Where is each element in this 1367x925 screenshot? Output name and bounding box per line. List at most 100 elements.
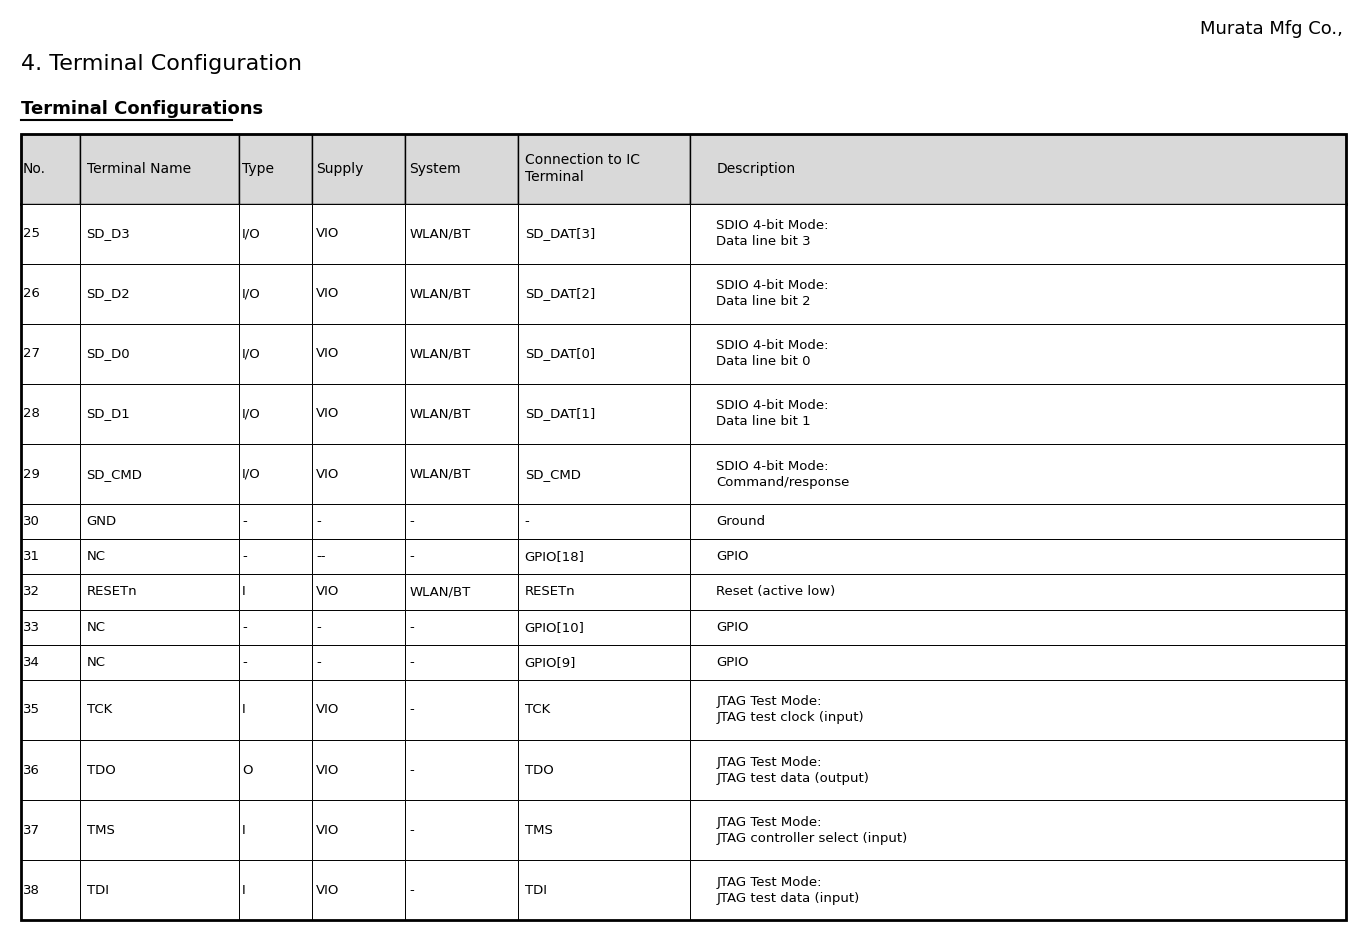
Text: -: -: [316, 656, 321, 669]
Text: SD_CMD: SD_CMD: [86, 467, 142, 481]
Text: System: System: [410, 162, 461, 176]
Text: WLAN/BT: WLAN/BT: [410, 287, 470, 301]
Text: GPIO[9]: GPIO[9]: [525, 656, 576, 669]
Text: WLAN/BT: WLAN/BT: [410, 407, 470, 421]
Text: No.: No.: [23, 162, 46, 176]
Text: GPIO[10]: GPIO[10]: [525, 621, 585, 634]
Text: 37: 37: [23, 823, 40, 837]
Text: VIO: VIO: [316, 407, 339, 421]
Text: 27: 27: [23, 347, 40, 361]
Text: SDIO 4-bit Mode:
Data line bit 1: SDIO 4-bit Mode: Data line bit 1: [716, 400, 828, 428]
Text: WLAN/BT: WLAN/BT: [410, 227, 470, 240]
Text: -: -: [242, 621, 247, 634]
Text: SD_D2: SD_D2: [86, 287, 130, 301]
Text: -: -: [525, 515, 529, 528]
Text: TDO: TDO: [525, 763, 554, 777]
Text: RESETn: RESETn: [86, 586, 137, 598]
Text: SD_DAT[0]: SD_DAT[0]: [525, 347, 595, 361]
Text: TCK: TCK: [86, 703, 112, 717]
Text: I: I: [242, 823, 246, 837]
Text: GPIO: GPIO: [716, 550, 749, 563]
Text: NC: NC: [86, 621, 105, 634]
Text: TMS: TMS: [525, 823, 552, 837]
Text: Type: Type: [242, 162, 275, 176]
Text: 35: 35: [23, 703, 40, 717]
Text: I/O: I/O: [242, 467, 261, 481]
Text: GPIO: GPIO: [716, 621, 749, 634]
Text: -: -: [410, 550, 414, 563]
Text: 29: 29: [23, 467, 40, 481]
Text: SDIO 4-bit Mode:
Data line bit 2: SDIO 4-bit Mode: Data line bit 2: [716, 279, 828, 308]
Text: 38: 38: [23, 883, 40, 897]
Text: VIO: VIO: [316, 703, 339, 717]
Text: WLAN/BT: WLAN/BT: [410, 467, 470, 481]
Text: VIO: VIO: [316, 347, 339, 361]
Text: O: O: [242, 763, 253, 777]
Text: 4. Terminal Configuration: 4. Terminal Configuration: [21, 54, 302, 74]
Text: TDO: TDO: [86, 763, 115, 777]
Text: I/O: I/O: [242, 407, 261, 421]
Text: -: -: [410, 703, 414, 717]
Text: RESETn: RESETn: [525, 586, 576, 598]
Text: -: -: [410, 823, 414, 837]
Text: SDIO 4-bit Mode:
Command/response: SDIO 4-bit Mode: Command/response: [716, 460, 850, 488]
Text: -: -: [242, 656, 247, 669]
Text: -: -: [410, 515, 414, 528]
Text: TDI: TDI: [525, 883, 547, 897]
Text: GPIO: GPIO: [716, 656, 749, 669]
Text: 33: 33: [23, 621, 40, 634]
Text: GND: GND: [86, 515, 116, 528]
Text: VIO: VIO: [316, 586, 339, 598]
Text: I: I: [242, 703, 246, 717]
Text: Ground: Ground: [716, 515, 766, 528]
Text: Supply: Supply: [316, 162, 364, 176]
Text: I/O: I/O: [242, 347, 261, 361]
Text: VIO: VIO: [316, 763, 339, 777]
Text: -: -: [242, 550, 247, 563]
Text: Connection to IC
Terminal: Connection to IC Terminal: [525, 154, 640, 184]
Text: GPIO[18]: GPIO[18]: [525, 550, 585, 563]
Text: 26: 26: [23, 287, 40, 301]
Text: I: I: [242, 883, 246, 897]
Text: VIO: VIO: [316, 227, 339, 240]
Text: WLAN/BT: WLAN/BT: [410, 347, 470, 361]
Text: -: -: [410, 656, 414, 669]
Text: SD_D3: SD_D3: [86, 227, 130, 240]
Text: -: -: [410, 883, 414, 897]
Text: 31: 31: [23, 550, 40, 563]
Text: Description: Description: [716, 162, 796, 176]
Text: I/O: I/O: [242, 287, 261, 301]
Text: VIO: VIO: [316, 883, 339, 897]
Text: -: -: [316, 515, 321, 528]
Text: 36: 36: [23, 763, 40, 777]
Text: I: I: [242, 586, 246, 598]
Text: 25: 25: [23, 227, 40, 240]
Text: Murata Mfg Co.,: Murata Mfg Co.,: [1199, 20, 1342, 38]
Text: 28: 28: [23, 407, 40, 421]
Text: VIO: VIO: [316, 823, 339, 837]
Text: SD_D1: SD_D1: [86, 407, 130, 421]
Text: SD_DAT[1]: SD_DAT[1]: [525, 407, 595, 421]
Text: Terminal Name: Terminal Name: [86, 162, 190, 176]
Text: Reset (active low): Reset (active low): [716, 586, 835, 598]
Text: JTAG Test Mode:
JTAG controller select (input): JTAG Test Mode: JTAG controller select (…: [716, 816, 908, 845]
Text: TMS: TMS: [86, 823, 115, 837]
Text: TCK: TCK: [525, 703, 550, 717]
Text: NC: NC: [86, 550, 105, 563]
Text: NC: NC: [86, 656, 105, 669]
Text: 32: 32: [23, 586, 40, 598]
Text: TDI: TDI: [86, 883, 108, 897]
Text: -: -: [410, 763, 414, 777]
Text: I/O: I/O: [242, 227, 261, 240]
Text: 34: 34: [23, 656, 40, 669]
Text: -: -: [410, 621, 414, 634]
Text: JTAG Test Mode:
JTAG test data (output): JTAG Test Mode: JTAG test data (output): [716, 756, 869, 784]
Text: SD_DAT[2]: SD_DAT[2]: [525, 287, 595, 301]
Text: SDIO 4-bit Mode:
Data line bit 3: SDIO 4-bit Mode: Data line bit 3: [716, 219, 828, 248]
Text: SDIO 4-bit Mode:
Data line bit 0: SDIO 4-bit Mode: Data line bit 0: [716, 339, 828, 368]
Text: SD_CMD: SD_CMD: [525, 467, 581, 481]
Text: VIO: VIO: [316, 467, 339, 481]
Text: 30: 30: [23, 515, 40, 528]
Text: JTAG Test Mode:
JTAG test data (input): JTAG Test Mode: JTAG test data (input): [716, 876, 860, 905]
Text: SD_D0: SD_D0: [86, 347, 130, 361]
